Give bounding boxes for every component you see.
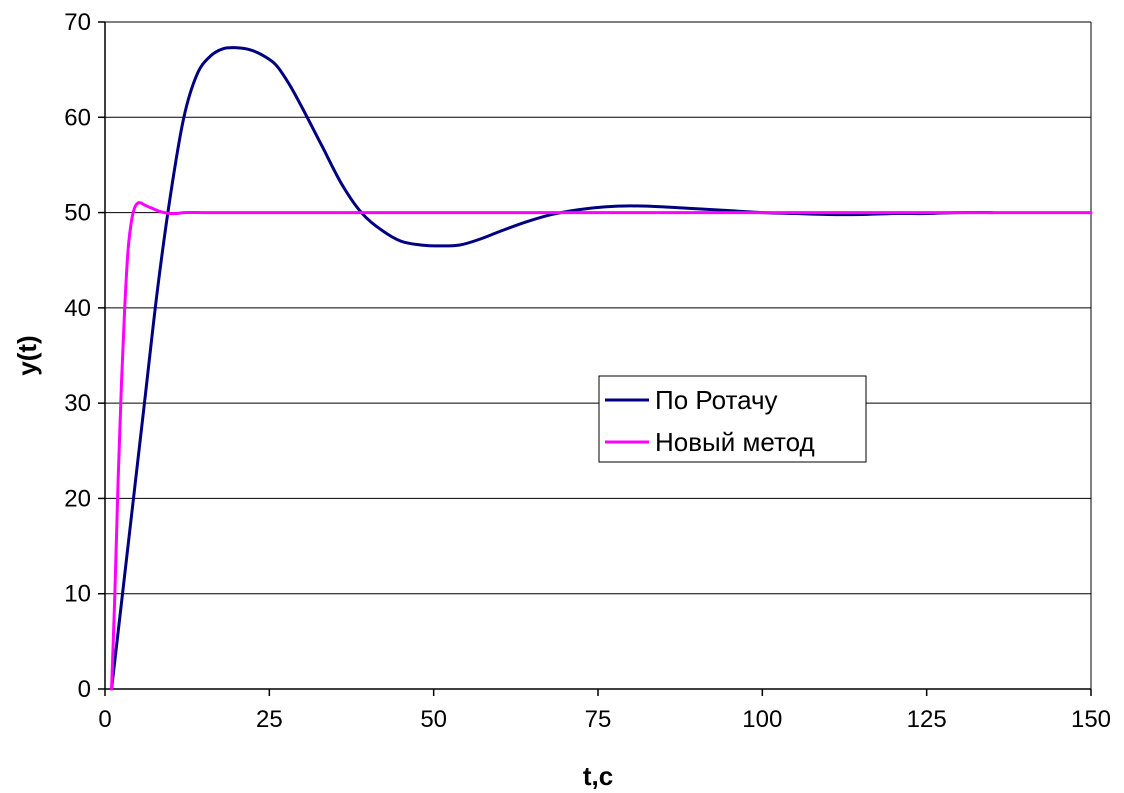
x-tick-label: 125 — [907, 706, 947, 733]
x-tick-label: 75 — [585, 706, 612, 733]
y-tick-label: 50 — [64, 200, 91, 227]
x-tick-label: 100 — [742, 706, 782, 733]
x-tick-label: 25 — [256, 706, 283, 733]
y-tick-label: 20 — [64, 485, 91, 512]
y-tick-label: 10 — [64, 581, 91, 608]
legend: По Ротачу Новый метод — [598, 375, 867, 463]
x-axis-title: t,c — [583, 761, 613, 791]
series-line-1 — [110, 46, 994, 691]
y-tick-label: 70 — [64, 9, 91, 36]
y-tick-label: 0 — [78, 676, 91, 703]
x-tick-label: 150 — [1071, 706, 1111, 733]
legend-label-2: Новый метод — [655, 427, 815, 457]
legend-box — [598, 375, 867, 463]
y-tick-label: 30 — [64, 390, 91, 417]
x-tick-label: 50 — [420, 706, 447, 733]
y-axis-title: y(t) — [12, 335, 42, 375]
x-tick-label: 0 — [98, 706, 111, 733]
legend-label-1: По Ротачу — [655, 385, 778, 415]
y-tick-label: 40 — [64, 295, 91, 322]
series-line-2 — [110, 201, 1093, 691]
y-tick-label: 60 — [64, 104, 91, 131]
